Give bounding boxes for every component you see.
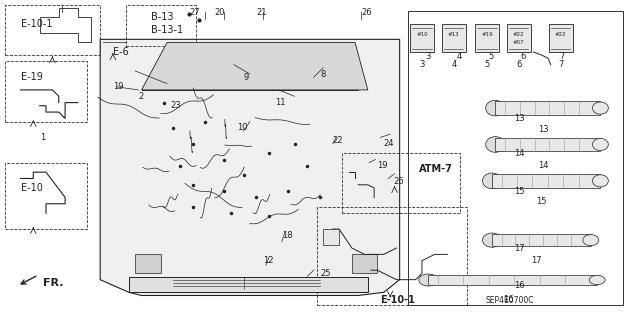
Text: 17: 17	[531, 256, 542, 265]
Text: 10: 10	[237, 123, 248, 132]
Text: 15: 15	[536, 197, 547, 206]
Bar	[323, 229, 339, 245]
Text: 15: 15	[515, 187, 525, 196]
Text: 5: 5	[484, 60, 490, 69]
Text: E-10: E-10	[20, 183, 42, 193]
Text: 13: 13	[538, 125, 548, 134]
Text: 6: 6	[521, 52, 526, 61]
Ellipse shape	[593, 138, 609, 151]
Bar	[475, 24, 499, 52]
Text: B-13: B-13	[151, 12, 173, 22]
Ellipse shape	[483, 233, 502, 247]
Text: #22: #22	[513, 32, 525, 37]
Bar	[495, 137, 600, 152]
Bar	[492, 234, 591, 247]
Ellipse shape	[486, 137, 505, 152]
Ellipse shape	[593, 175, 609, 187]
Text: #10: #10	[416, 32, 428, 37]
Text: 5: 5	[489, 52, 494, 61]
Ellipse shape	[486, 100, 505, 116]
Text: 20: 20	[215, 8, 225, 17]
Text: E-19: E-19	[20, 72, 42, 82]
Text: 14: 14	[515, 149, 525, 158]
Text: 7: 7	[559, 52, 564, 61]
Text: 12: 12	[262, 256, 273, 265]
Bar	[442, 24, 466, 52]
Text: FR.: FR.	[43, 278, 63, 288]
Polygon shape	[129, 277, 368, 292]
Text: 13: 13	[515, 114, 525, 123]
Text: 26: 26	[394, 177, 404, 186]
Text: E-10-1: E-10-1	[20, 19, 52, 28]
Bar	[428, 275, 597, 285]
Text: 2: 2	[138, 92, 143, 101]
Text: #22: #22	[555, 32, 566, 37]
Text: 3: 3	[419, 60, 425, 69]
Text: 19: 19	[378, 161, 388, 170]
Text: 21: 21	[256, 8, 267, 17]
Text: 24: 24	[384, 139, 394, 148]
Text: 19: 19	[113, 82, 124, 91]
Text: 4: 4	[451, 60, 456, 69]
Text: 11: 11	[275, 98, 286, 107]
Text: ATM-7: ATM-7	[419, 164, 452, 174]
Ellipse shape	[583, 234, 599, 246]
Text: 8: 8	[320, 70, 325, 78]
Ellipse shape	[419, 274, 438, 286]
Bar	[507, 24, 531, 52]
Text: 25: 25	[320, 269, 330, 278]
Text: 4: 4	[457, 52, 462, 61]
Ellipse shape	[593, 102, 609, 114]
Text: 17: 17	[515, 243, 525, 253]
Bar	[495, 101, 600, 115]
Text: 14: 14	[538, 161, 548, 170]
Text: E-6: E-6	[113, 47, 129, 57]
Text: 18: 18	[282, 231, 292, 240]
Text: 22: 22	[333, 136, 343, 145]
Text: SEP4E0700C: SEP4E0700C	[486, 296, 534, 305]
Text: #13: #13	[448, 32, 460, 37]
Text: 9: 9	[244, 73, 249, 82]
Text: 26: 26	[362, 8, 372, 17]
Text: E-10-1: E-10-1	[381, 295, 415, 305]
Bar	[135, 254, 161, 273]
Text: #07: #07	[513, 40, 525, 45]
Bar	[548, 24, 573, 52]
Bar	[410, 24, 434, 52]
Text: #19: #19	[481, 32, 493, 37]
Text: 16: 16	[502, 294, 513, 303]
Text: 16: 16	[515, 281, 525, 291]
Text: 23: 23	[170, 101, 181, 110]
Ellipse shape	[483, 173, 502, 189]
Text: 3: 3	[425, 52, 431, 61]
Polygon shape	[141, 42, 368, 90]
Bar	[352, 254, 378, 273]
Bar	[492, 174, 600, 188]
Text: B-13-1: B-13-1	[151, 25, 183, 35]
Text: 1: 1	[40, 133, 45, 142]
Text: 7: 7	[558, 60, 564, 69]
Text: 27: 27	[189, 8, 200, 17]
Text: 6: 6	[516, 60, 522, 69]
Polygon shape	[100, 39, 399, 295]
Ellipse shape	[589, 275, 605, 285]
